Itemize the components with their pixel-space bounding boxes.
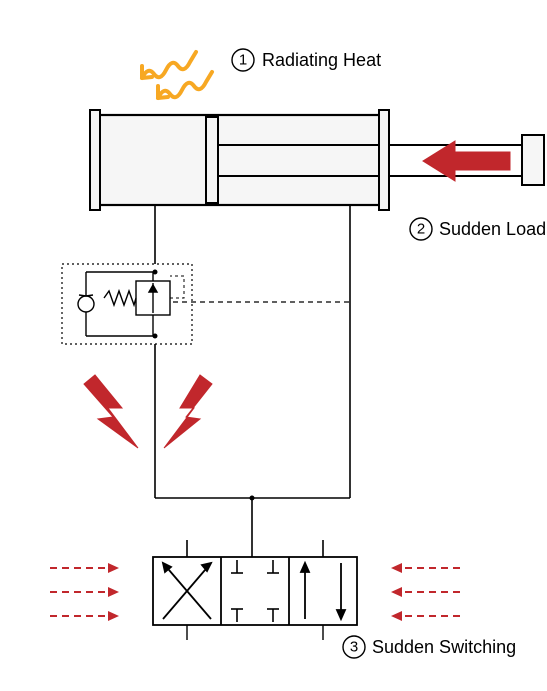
shock-bolts	[84, 375, 212, 448]
label-heat-text: Radiating Heat	[262, 50, 381, 70]
hydraulic-lines	[155, 205, 350, 557]
label-heat: 1 Radiating Heat	[232, 49, 381, 71]
label-heat-number: 1	[239, 52, 247, 69]
hydraulic-diagram: 1 Radiating Heat 2 Sudden Load 3 Sudden …	[0, 0, 547, 691]
heat-squiggles	[142, 52, 212, 98]
directional-control-valve	[153, 557, 357, 640]
relief-valve-symbol	[104, 272, 184, 336]
label-switch-number: 3	[350, 639, 358, 656]
label-switch-text: Sudden Switching	[372, 637, 516, 657]
label-load-text: Sudden Load	[439, 219, 546, 239]
relief-valve-block	[62, 264, 192, 344]
label-load: 2 Sudden Load	[410, 218, 546, 240]
label-load-number: 2	[417, 221, 425, 238]
label-switch: 3 Sudden Switching	[343, 636, 516, 658]
